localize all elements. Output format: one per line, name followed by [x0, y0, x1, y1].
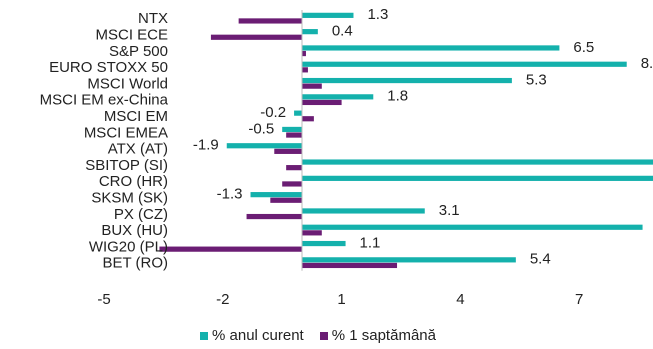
category-label-bet-ro: BET (RO) [102, 255, 168, 272]
legend-label-current-year: % anul curent [212, 327, 304, 344]
bar-current-year-px-cz [302, 208, 425, 214]
data-label-euro-stoxx-50: 8.2 [641, 55, 653, 72]
data-label-msci-emea: -0.5 [248, 120, 274, 137]
x-tick-label: -5 [97, 291, 110, 308]
bar-one-week-msci-em [302, 116, 314, 122]
bar-current-year-bux-hu [302, 224, 643, 230]
bars-group [159, 12, 653, 269]
category-label-cro-hr: CRO (HR) [99, 173, 168, 190]
bar-current-year-sbitop-si [302, 159, 653, 165]
data-label-sksm-sk: -1.3 [217, 185, 243, 202]
bar-one-week-wig20-pl [159, 246, 302, 252]
data-label-atx-at: -1.9 [193, 137, 219, 154]
category-label-msci-em: MSCI EM [104, 108, 168, 125]
data-label-px-cz: 3.1 [439, 202, 460, 219]
category-label-s-p-500: S&P 500 [109, 43, 168, 60]
bar-one-week-s-p-500 [302, 50, 306, 57]
bar-current-year-euro-stoxx-50 [302, 61, 627, 67]
category-label-sbitop-si: SBITOP (SI) [85, 157, 168, 174]
bar-one-week-msci-world [302, 83, 322, 89]
data-label-msci-em-ex-china: 1.8 [387, 88, 408, 105]
bar-current-year-msci-ece [302, 29, 318, 35]
data-label-wig20-pl: 1.1 [360, 234, 381, 251]
legend-item-one-week: % 1 saptămână [319, 327, 436, 344]
category-label-msci-em-ex-china: MSCI EM ex-China [40, 92, 169, 109]
bar-current-year-msci-emea [282, 126, 302, 133]
category-label-sksm-sk: SKSM (SK) [91, 189, 168, 206]
category-label-msci-ece: MSCI ECE [95, 26, 168, 43]
bar-one-week-atx-at [274, 148, 302, 154]
x-tick-label: 4 [456, 291, 464, 308]
legend-item-current-year: % anul curent [200, 327, 304, 344]
category-label-msci-emea: MSCI EMEA [84, 124, 168, 141]
category-label-px-cz: PX (CZ) [114, 206, 168, 223]
bar-one-week-cro-hr [282, 181, 302, 187]
category-label-wig20-pl: WIG20 (PL) [89, 238, 168, 255]
data-label-bet-ro: 5.4 [530, 251, 551, 268]
data-label-s-p-500: 6.5 [573, 39, 594, 56]
data-label-ntx: 1.3 [367, 6, 388, 23]
legend-swatch-one-week [319, 331, 328, 340]
x-tick-label: -2 [216, 291, 229, 308]
bar-current-year-cro-hr [302, 175, 653, 181]
bar-current-year-msci-world [302, 77, 512, 84]
bar-one-week-px-cz [246, 213, 302, 220]
bar-current-year-sksm-sk [250, 192, 302, 198]
legend-label-one-week: % 1 saptămână [331, 327, 436, 344]
legend: % anul curent % 1 saptămână [200, 327, 436, 344]
category-label-ntx: NTX [138, 10, 168, 27]
data-label-msci-ece: 0.4 [332, 22, 353, 39]
category-label-bux-hu: BUX (HU) [101, 222, 168, 239]
x-tick-label: 1 [337, 291, 345, 308]
data-labels: 1.30.46.58.25.31.8-0.2-0.5-1.912.59.5-1.… [193, 6, 653, 268]
bar-one-week-msci-em-ex-china [302, 99, 342, 106]
bar-one-week-sbitop-si [286, 165, 302, 171]
bar-current-year-wig20-pl [302, 240, 346, 247]
bar-current-year-msci-em-ex-china [302, 94, 374, 100]
category-label-euro-stoxx-50: EURO STOXX 50 [49, 59, 168, 76]
bar-one-week-bux-hu [302, 230, 322, 236]
bar-one-week-sksm-sk [270, 197, 302, 203]
x-tick-labels: -5-21471013 [97, 291, 583, 308]
bar-current-year-ntx [302, 12, 354, 18]
data-label-msci-em: -0.2 [260, 104, 286, 121]
bar-one-week-ntx [238, 18, 302, 24]
bar-one-week-bet-ro [302, 262, 398, 269]
bar-current-year-s-p-500 [302, 45, 560, 51]
category-label-msci-world: MSCI World [87, 75, 168, 92]
x-tick-label: 7 [575, 291, 583, 308]
bar-current-year-atx-at [226, 143, 302, 149]
bar-one-week-msci-emea [286, 132, 302, 138]
bar-current-year-bet-ro [302, 257, 516, 263]
bar-one-week-euro-stoxx-50 [302, 67, 308, 73]
category-label-atx-at: ATX (AT) [108, 141, 168, 158]
bar-one-week-msci-ece [210, 34, 302, 40]
legend-swatch-current-year [200, 331, 208, 340]
bar-current-year-msci-em [294, 110, 302, 116]
data-label-msci-world: 5.3 [526, 71, 547, 88]
